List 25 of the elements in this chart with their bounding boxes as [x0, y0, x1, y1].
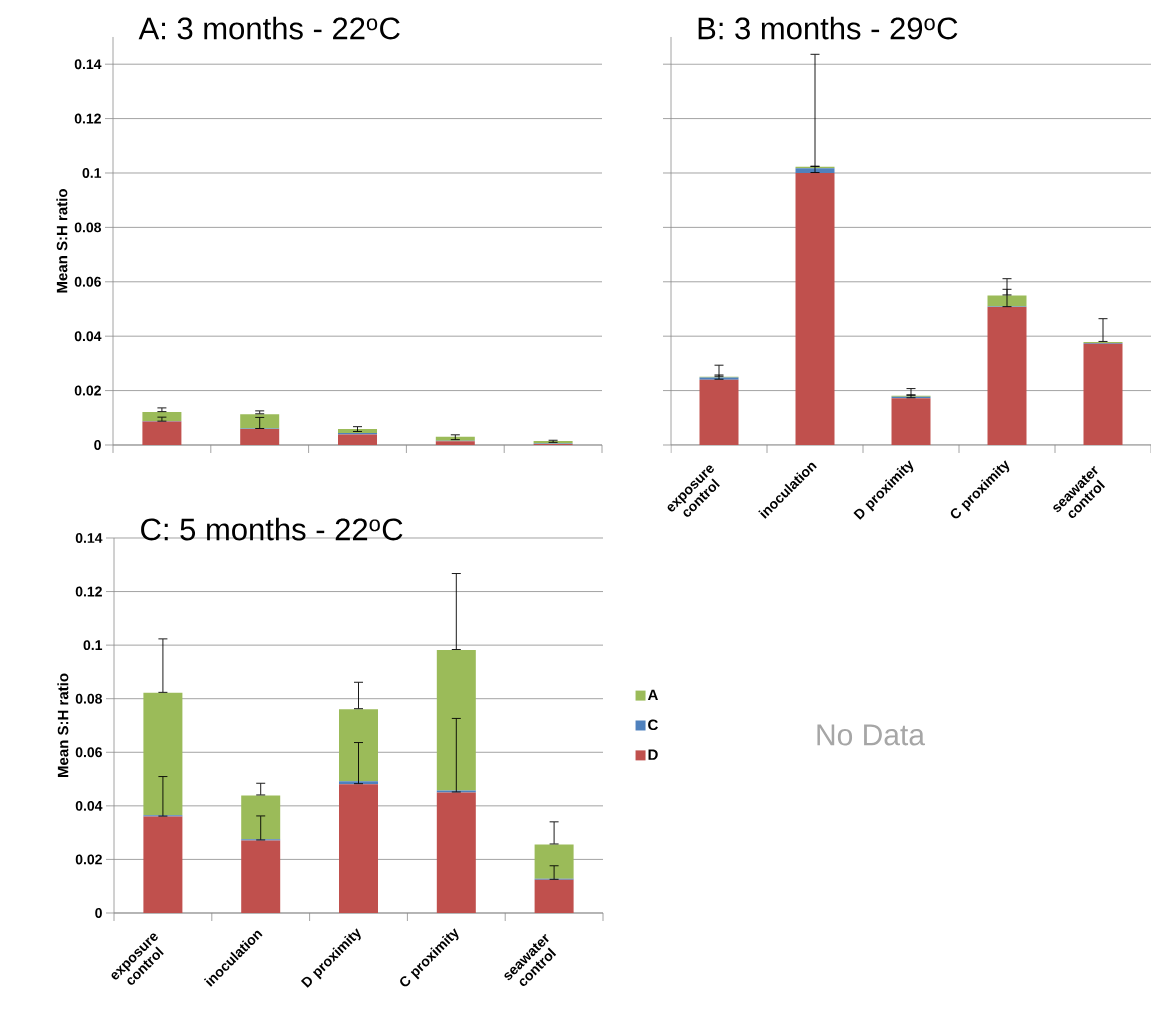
legend-label: D: [648, 749, 658, 760]
y-axis-title: Mean S:H ratio: [56, 189, 68, 293]
y-tick-label: 0.1: [83, 640, 103, 651]
y-tick-label: 0.12: [75, 586, 102, 597]
y-tick-label: 0.04: [74, 331, 102, 342]
chart-title: C: 5 months - 22$^{o}$C: [141, 517, 403, 541]
text: No Data: [817, 724, 925, 746]
y-tick-label: 0.06: [74, 276, 101, 287]
y-tick-label: 0.02: [74, 385, 101, 396]
y-tick-label: 0.04: [75, 800, 103, 811]
y-tick-label: 0.08: [75, 693, 103, 704]
legend-label: A: [647, 689, 658, 700]
legend-label: C: [648, 719, 658, 731]
y-tick-label: 0.06: [75, 747, 102, 758]
y-tick-label: 0.14: [74, 59, 102, 70]
y-axis-title: Mean S:H ratio: [57, 673, 69, 777]
y-tick-label: 0: [94, 440, 101, 450]
y-tick-label: 0.12: [74, 113, 101, 124]
y-tick-label: 0.02: [75, 854, 102, 865]
chart-title: B: 3 months - 29$^{o}$C: [698, 16, 958, 40]
y-tick-label: 0.08: [74, 222, 102, 233]
y-tick-label: 0.14: [75, 533, 103, 543]
y-tick-label: 0: [95, 908, 102, 918]
chart-title: A: 3 months - 22$^{o}$C: [138, 16, 400, 40]
y-tick-label: 0.1: [82, 168, 102, 178]
